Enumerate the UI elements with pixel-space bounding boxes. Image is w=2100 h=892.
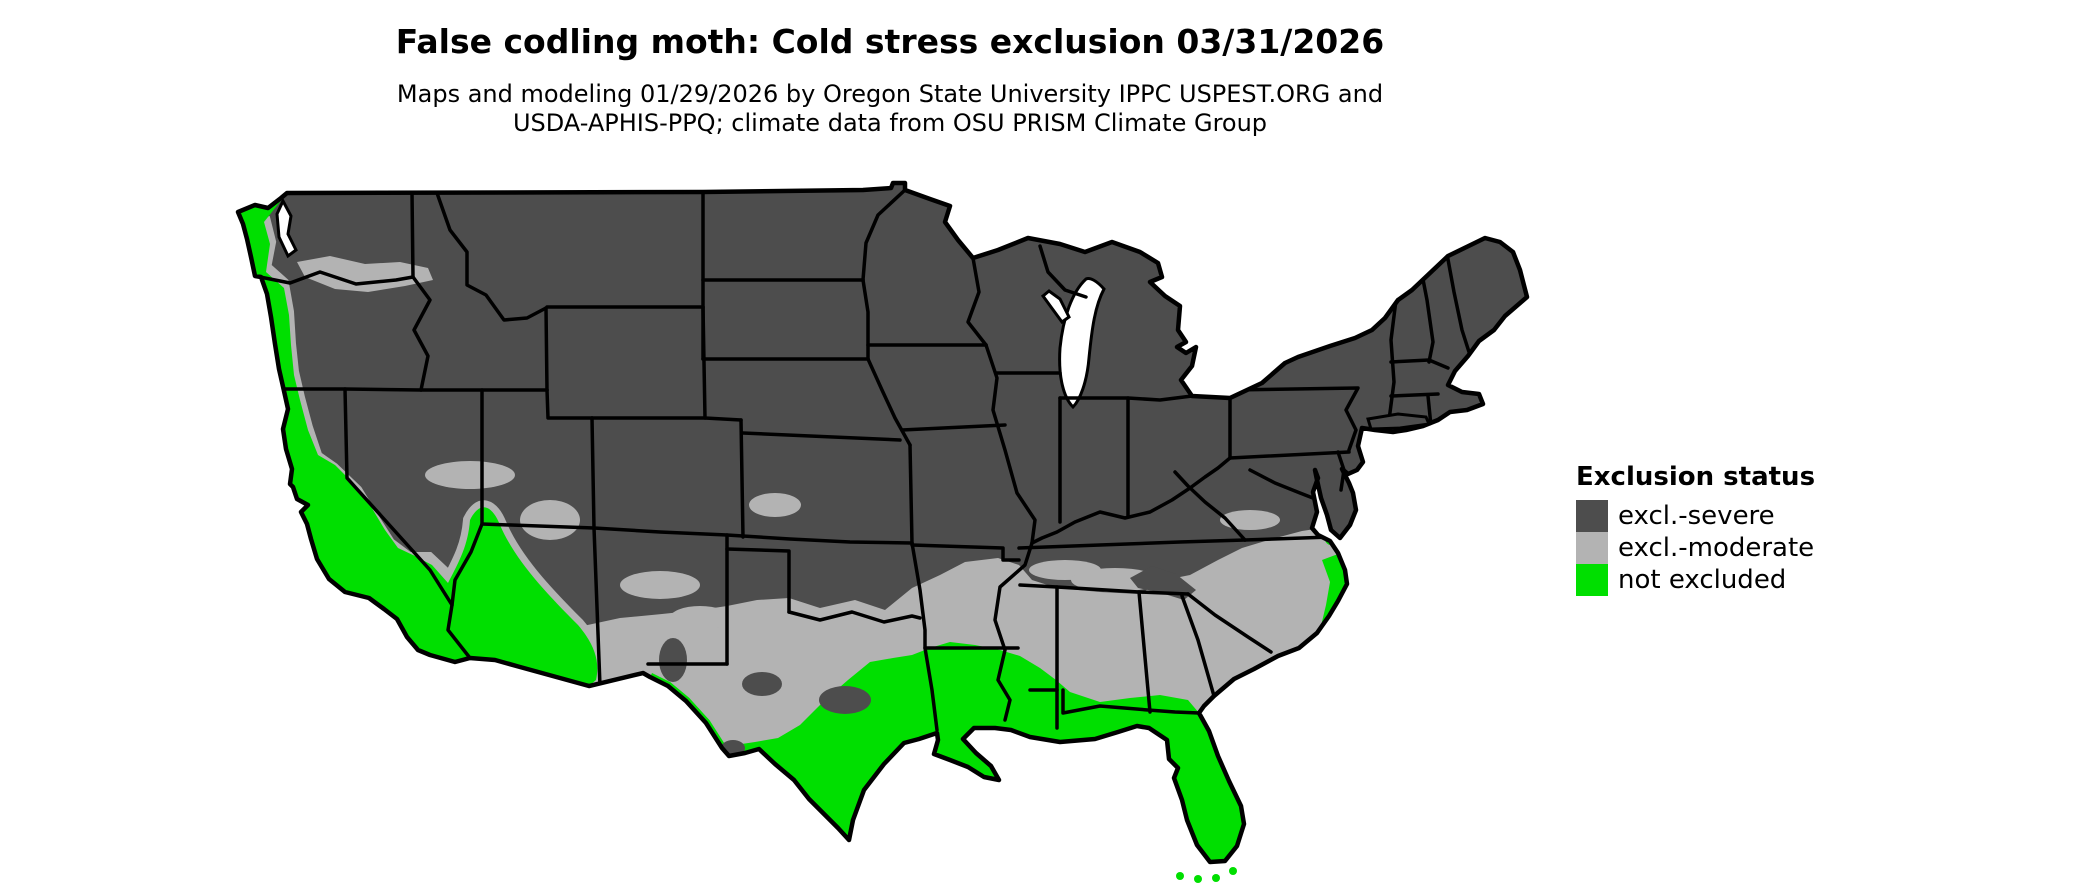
legend-title: Exclusion status xyxy=(1576,462,1816,492)
severe-swatch xyxy=(1576,500,1608,532)
severe-label: excl.-severe xyxy=(1618,501,1775,531)
green-bay xyxy=(1040,289,1071,325)
moderate-label: excl.-moderate xyxy=(1618,533,1815,563)
map-header: False codling moth: Cold stress exclusio… xyxy=(190,22,1590,138)
puget-sound xyxy=(275,197,298,259)
legend-item-not-excluded: not excluded xyxy=(1576,564,1815,596)
great-lakes-water xyxy=(275,197,1106,410)
us-outline xyxy=(235,180,1530,865)
map-subtitle-line2: USDA-APHIS-PPQ; climate data from OSU PR… xyxy=(512,108,1268,137)
long-island xyxy=(1366,412,1432,431)
state-borders xyxy=(238,188,1471,732)
severe-patches xyxy=(659,566,1196,756)
map-subtitle-line1: Maps and modeling 01/29/2026 by Oregon S… xyxy=(396,79,1384,108)
map-title: False codling moth: Cold stress exclusio… xyxy=(395,22,1385,61)
legend: Exclusion status excl.-severe excl.-mode… xyxy=(1576,462,1815,596)
florida-keys xyxy=(1176,867,1237,883)
not-excluded-label: not excluded xyxy=(1618,565,1787,595)
not-excluded-swatch xyxy=(1576,564,1608,596)
legend-item-severe: excl.-severe xyxy=(1576,500,1815,532)
lake-michigan xyxy=(1058,277,1106,410)
moderate-swatch xyxy=(1576,532,1608,564)
legend-item-moderate: excl.-moderate xyxy=(1576,532,1815,564)
